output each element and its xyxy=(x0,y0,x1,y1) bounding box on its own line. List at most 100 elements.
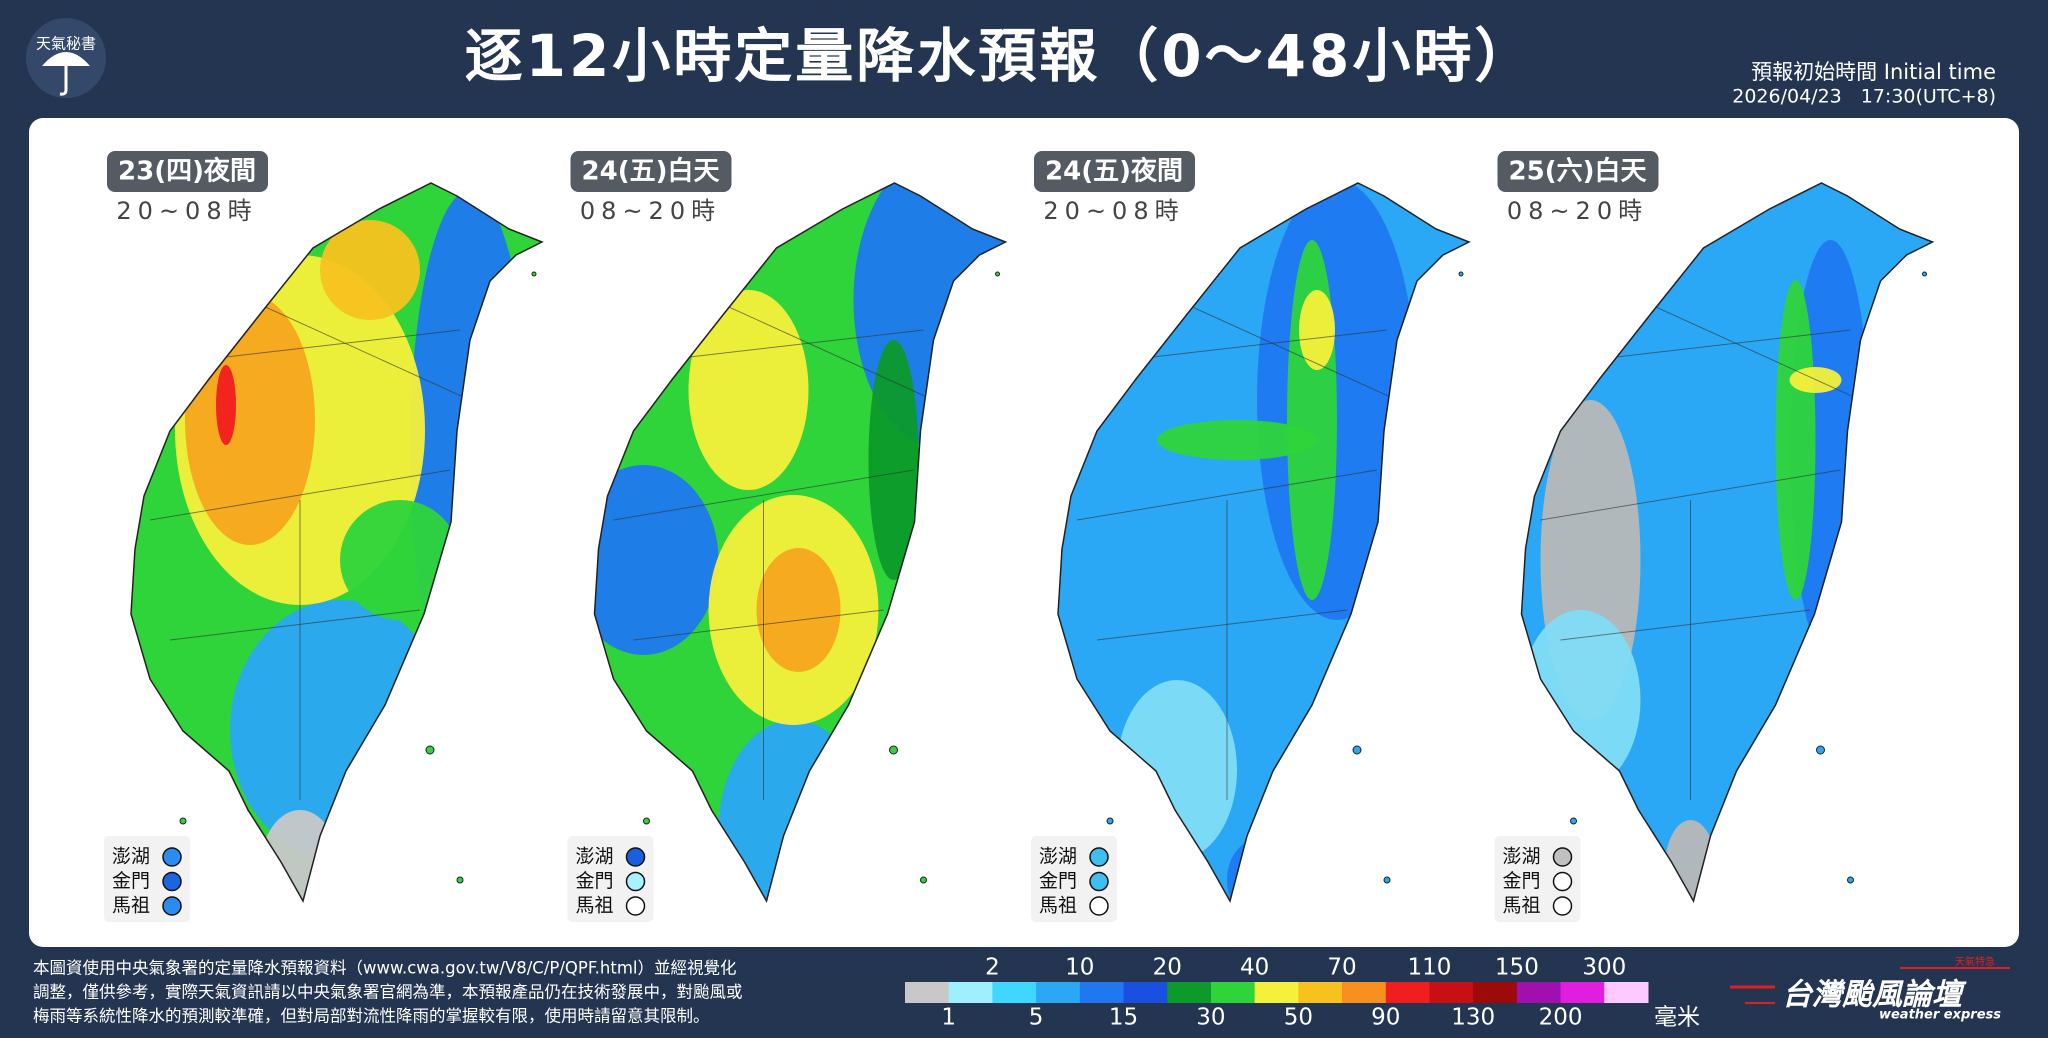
county-line xyxy=(1540,469,1841,521)
island-rain xyxy=(162,871,182,892)
legend-tick-label: 50 xyxy=(1284,1005,1313,1031)
small-island xyxy=(889,745,898,755)
panel-hours: 20~08時 xyxy=(1043,197,1184,225)
panel-label-box xyxy=(570,151,732,192)
panel-label: 25(六)白天 xyxy=(1509,156,1647,187)
rain-area xyxy=(1775,280,1816,600)
legend-swatch xyxy=(1342,982,1387,1003)
small-island xyxy=(1570,817,1577,825)
panel-hours: 20~08時 xyxy=(116,197,257,225)
small-island xyxy=(1352,745,1362,755)
brand-tagline: weather express xyxy=(1879,1008,2001,1023)
county-line xyxy=(1126,329,1388,361)
legend-tick-label: 20 xyxy=(1153,955,1182,981)
panel-label: 24(五)白天 xyxy=(582,156,720,187)
island-name: 澎湖 xyxy=(1503,846,1541,868)
legend-tick-label: 70 xyxy=(1327,955,1356,981)
legend-swatch xyxy=(1385,982,1430,1003)
panel-label: 24(五)夜間 xyxy=(1045,156,1183,187)
island-rain xyxy=(162,847,182,867)
legend-tick-label: 130 xyxy=(1451,1005,1495,1031)
small-island xyxy=(920,876,927,884)
island-name: 馬祖 xyxy=(1039,895,1077,917)
county-line xyxy=(663,329,924,361)
legend-tick-label: 90 xyxy=(1371,1005,1400,1031)
legend-swatch xyxy=(1473,982,1518,1003)
county-line xyxy=(1560,609,1811,641)
legend-tick-label: 200 xyxy=(1539,1005,1583,1031)
island-name: 金門 xyxy=(576,870,614,892)
legend-swatch xyxy=(948,982,993,1003)
legend-tick-label: 110 xyxy=(1408,955,1452,981)
small-island xyxy=(995,271,1000,277)
rain-area xyxy=(594,465,719,655)
init-value: 2026/04/23 17:30(UTC+8) xyxy=(1732,86,1996,108)
panel-label: 23(四)夜間 xyxy=(118,156,256,187)
county-line xyxy=(1176,299,1398,401)
legend-tick-label: 1 xyxy=(941,1005,956,1031)
rain-area xyxy=(868,340,919,580)
county-line xyxy=(1076,469,1378,521)
county-line xyxy=(169,609,421,641)
small-island xyxy=(531,271,537,277)
island-name: 金門 xyxy=(112,870,150,892)
rain-area xyxy=(216,365,236,445)
legend-swatch xyxy=(1079,982,1125,1003)
legend-swatch xyxy=(1123,982,1168,1003)
island-rain xyxy=(1089,896,1109,916)
county-line xyxy=(1640,299,1861,401)
small-island xyxy=(1383,876,1391,884)
panel-label-box xyxy=(1497,151,1659,192)
small-island xyxy=(456,876,464,884)
brand-name: 台灣颱風論壇 xyxy=(1782,978,1967,1013)
logo: 天氣秘書 xyxy=(26,18,106,98)
island-name: 澎湖 xyxy=(1039,846,1077,868)
small-island xyxy=(1106,817,1114,825)
legend-tick-label: 10 xyxy=(1065,955,1094,981)
title: 逐12小時定量降水預報（0～48小時） xyxy=(465,22,1536,90)
island-rain xyxy=(625,871,646,892)
legend-tick-label: 150 xyxy=(1495,955,1539,981)
panel-hours: 08~20時 xyxy=(580,197,721,225)
county-line xyxy=(633,609,884,641)
legend-tick-label: 300 xyxy=(1582,955,1626,981)
legend-swatch xyxy=(905,982,950,1003)
footer-note: 本圖資使用中央氣象署的定量降水預報資料（www.cwa.gov.tw/V8/C/… xyxy=(33,959,737,978)
island-rain xyxy=(1552,871,1573,892)
legend-unit: 毫米 xyxy=(1654,1005,1700,1031)
small-island xyxy=(179,817,187,825)
legend-tick-label: 2 xyxy=(985,955,1000,981)
footer-note: 梅雨等系統性降水的預測較準確，但對局部對流性降雨的掌握較有限，使用時請留意其限制… xyxy=(33,1007,710,1026)
legend-swatch xyxy=(1167,982,1212,1003)
legend-tick-label: 15 xyxy=(1109,1005,1138,1031)
map-panel xyxy=(29,118,2019,947)
island-rain xyxy=(1089,847,1109,867)
island-name: 金門 xyxy=(1039,870,1077,892)
legend-swatch xyxy=(1210,982,1256,1003)
county-line xyxy=(1096,609,1348,641)
island-rain xyxy=(1089,871,1109,892)
legend-swatch xyxy=(1254,982,1299,1003)
island-rain xyxy=(1552,896,1573,916)
panel-hours: 08~20時 xyxy=(1507,197,1648,225)
island-name: 澎湖 xyxy=(576,846,614,868)
brand-badge: 天氣特急 xyxy=(1955,955,1995,968)
small-island xyxy=(425,745,435,755)
footer-note: 調整，僅供參考，實際天氣資訊請以中央氣象署官網為準，本預報產品仍在技術發展中，對… xyxy=(33,983,743,1002)
rain-area xyxy=(1299,290,1335,370)
rain-area xyxy=(340,500,460,620)
legend-swatch xyxy=(1298,982,1343,1003)
legend-tick-label: 5 xyxy=(1029,1005,1044,1031)
county-line xyxy=(713,299,934,401)
island-rain xyxy=(1552,847,1573,867)
legend-swatch xyxy=(1429,982,1474,1003)
brand: 天氣特急 台灣颱風論壇 weather express xyxy=(1730,955,2010,1023)
legend-tick-label: 30 xyxy=(1196,1005,1225,1031)
island-rain xyxy=(162,896,182,916)
island-name: 金門 xyxy=(1503,870,1541,892)
small-island xyxy=(1816,745,1825,755)
small-island xyxy=(1922,271,1927,277)
legend-swatch xyxy=(1036,982,1081,1003)
